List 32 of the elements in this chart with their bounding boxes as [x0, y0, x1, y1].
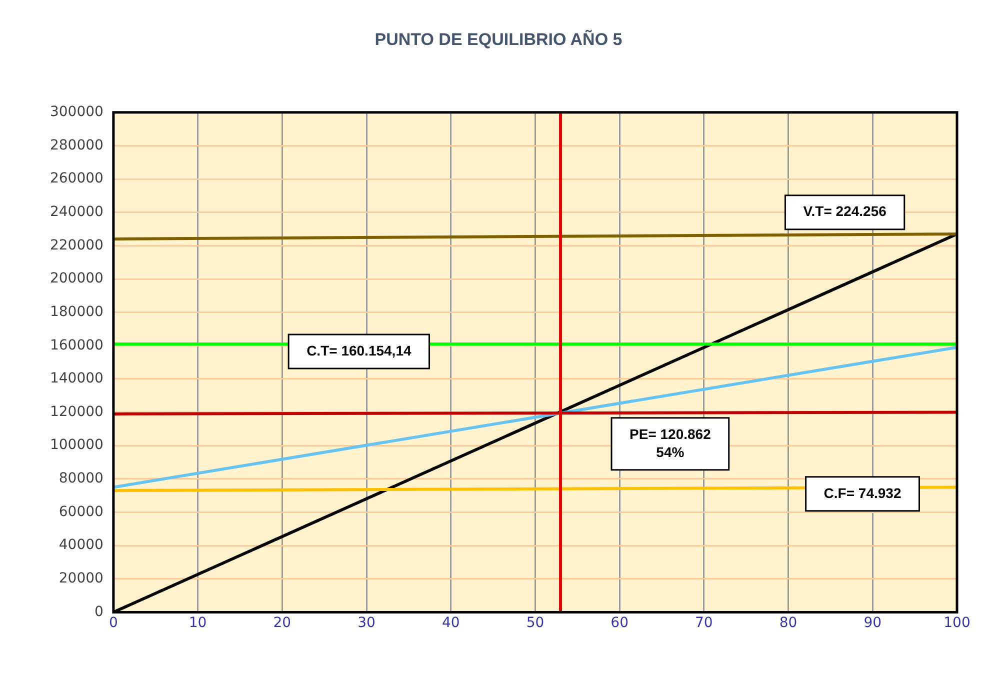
annotation: PE= 120.862 54%	[630, 426, 712, 460]
y-tick-label: 60000	[58, 504, 104, 520]
x-tick-label: 10	[188, 615, 207, 632]
y-tick-label: 280000	[50, 137, 104, 154]
y-tick-label: 220000	[50, 237, 104, 254]
y-tick-label: 120000	[50, 404, 104, 420]
x-tick-label: 100	[944, 615, 970, 632]
x-tick-label: 40	[442, 615, 460, 632]
x-tick-label: 70	[695, 615, 713, 632]
y-tick-label: 300000	[50, 104, 104, 120]
y-tick-label: 180000	[50, 304, 104, 320]
y-tick-label: 140000	[50, 370, 104, 387]
y-tick-label: 240000	[50, 204, 104, 220]
y-tick-label: 100000	[50, 437, 104, 454]
y-tick-label: 260000	[50, 170, 104, 187]
x-tick-label: 30	[358, 615, 376, 632]
y-tick-label: 0	[94, 604, 104, 620]
x-tick-label: 80	[779, 615, 798, 632]
annotation: V.T= 224.256	[803, 203, 887, 220]
x-tick-label: 20	[273, 615, 292, 632]
y-tick-label: 200000	[50, 270, 104, 287]
x-tick-label: 50	[526, 615, 544, 632]
x-tick-label: 90	[864, 615, 882, 632]
annotation: C.F= 74.932	[824, 484, 902, 501]
y-tick-label: 80000	[58, 470, 104, 487]
x-tick-label: 60	[610, 615, 628, 632]
y-tick-label: 40000	[58, 537, 104, 554]
x-tick-label: 0	[108, 615, 118, 632]
annotation: C.T= 160.154,14	[306, 342, 412, 358]
y-tick-label: 20000	[58, 570, 104, 587]
chart-title: PUNTO DE EQUILIBRIO AÑO 5	[374, 28, 622, 49]
y-tick-label: 160000	[50, 337, 104, 354]
